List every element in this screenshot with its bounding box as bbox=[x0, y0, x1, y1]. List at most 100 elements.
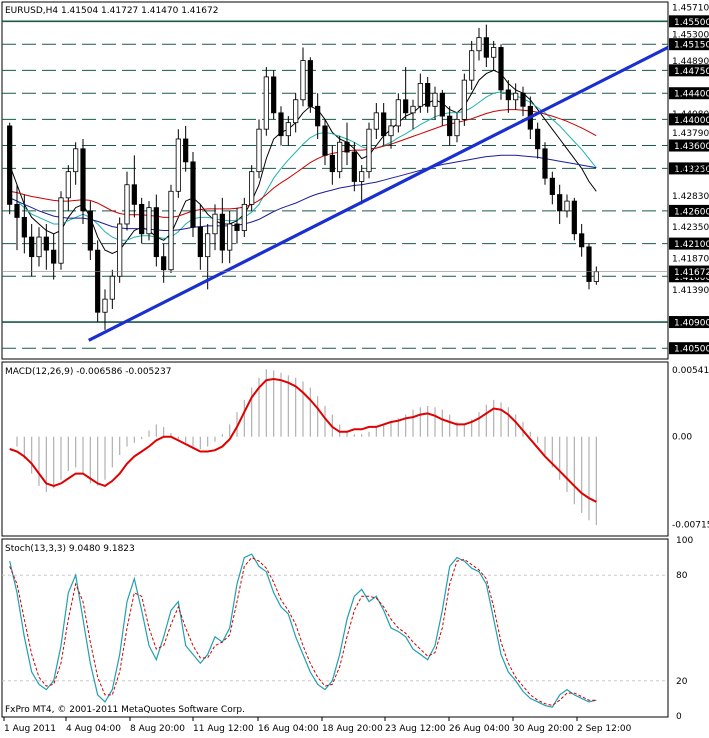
symbol-header: EURUSD,H4 1.41504 1.41727 1.41470 1.4167… bbox=[5, 6, 218, 16]
level-label: 1.42100 bbox=[674, 240, 709, 250]
level-label-bg bbox=[669, 316, 709, 329]
candle bbox=[579, 223, 585, 257]
candle-body bbox=[344, 141, 350, 153]
level-label: 1.45500 bbox=[674, 18, 709, 28]
price-tick-label: 1.42830 bbox=[672, 192, 709, 202]
macd-signal-line bbox=[9, 377, 597, 503]
candle bbox=[454, 112, 460, 143]
candle-body bbox=[381, 112, 387, 137]
candle-body bbox=[139, 203, 145, 235]
candle bbox=[388, 119, 394, 149]
price-tick-label: 1.41390 bbox=[672, 286, 709, 296]
candle-body bbox=[329, 154, 335, 173]
level-label-bg bbox=[669, 87, 709, 100]
candle-body bbox=[403, 99, 409, 114]
candle-body bbox=[520, 92, 526, 107]
candle bbox=[51, 233, 57, 280]
level-label: 1.41600 bbox=[674, 273, 709, 283]
candle bbox=[410, 99, 416, 130]
candle bbox=[117, 217, 123, 283]
candle bbox=[29, 223, 35, 277]
level-label-bg bbox=[669, 204, 709, 217]
candle-body bbox=[161, 256, 167, 271]
level-label: 1.44400 bbox=[674, 90, 709, 100]
candle-body bbox=[212, 213, 218, 235]
candle bbox=[249, 165, 255, 211]
candle-body bbox=[564, 200, 570, 212]
level-label-box: 1.45500 bbox=[669, 15, 709, 28]
current-price-bg bbox=[669, 265, 709, 278]
candle bbox=[425, 76, 431, 113]
candle-body bbox=[593, 271, 599, 282]
candle bbox=[447, 106, 453, 146]
candle bbox=[300, 47, 306, 107]
candle-body bbox=[21, 217, 27, 238]
candle bbox=[227, 210, 233, 264]
candle bbox=[168, 184, 174, 274]
candle bbox=[234, 207, 240, 244]
candle-body bbox=[73, 148, 79, 173]
candle-body bbox=[58, 197, 64, 264]
candle bbox=[241, 197, 247, 238]
candle bbox=[381, 103, 387, 146]
candle-body bbox=[476, 37, 482, 52]
candle bbox=[271, 70, 277, 120]
axis-layer: 1.45710 1.45300 1.44890 1.44080 1.43790 1.432… bbox=[3, 4, 709, 734]
candle bbox=[7, 122, 13, 215]
candle-body bbox=[241, 203, 247, 231]
candle bbox=[513, 83, 519, 110]
candle bbox=[293, 93, 299, 133]
current-price-box: 1.41672 bbox=[669, 265, 709, 278]
stoch-header: Stoch(13,3,3) 9.0480 9.1823 bbox=[5, 544, 135, 554]
candle bbox=[14, 184, 20, 251]
candle bbox=[461, 73, 467, 126]
price-tick-label: 1.42350 bbox=[672, 223, 709, 233]
candle-body bbox=[80, 148, 86, 212]
candle-body bbox=[124, 184, 130, 225]
candle bbox=[476, 27, 482, 61]
level-label-box: 1.40500 bbox=[669, 342, 709, 355]
candle bbox=[80, 138, 86, 224]
candle-body bbox=[469, 50, 475, 81]
candle-body bbox=[168, 190, 174, 271]
candle bbox=[65, 165, 71, 211]
moving-average-line bbox=[9, 91, 597, 241]
candle bbox=[403, 67, 409, 120]
candle bbox=[329, 145, 335, 185]
candle-body bbox=[51, 249, 57, 264]
x-tick-label: 2 Sep 12:00 bbox=[577, 724, 632, 734]
level-label: 1.43600 bbox=[674, 142, 709, 152]
candle-body bbox=[549, 177, 555, 195]
candle bbox=[505, 80, 511, 113]
level-label-box: 1.43600 bbox=[669, 139, 709, 152]
price-tick-label: 1.45710 bbox=[672, 4, 709, 14]
candle-body bbox=[425, 83, 431, 107]
candle bbox=[359, 165, 365, 205]
level-label-bg bbox=[669, 38, 709, 51]
candle-body bbox=[190, 161, 196, 228]
level-label-box: 1.43250 bbox=[669, 162, 709, 175]
candle-body bbox=[227, 223, 233, 251]
level-label-bg bbox=[669, 64, 709, 77]
candle-body bbox=[197, 226, 203, 258]
trendline bbox=[88, 46, 669, 342]
candle bbox=[549, 171, 555, 205]
macd-tick-label: -0.007157 bbox=[672, 521, 709, 531]
level-label: 1.43250 bbox=[674, 165, 709, 175]
x-tick-label: 11 Aug 12:00 bbox=[193, 724, 254, 734]
candle-body bbox=[36, 236, 42, 258]
candle-body bbox=[307, 60, 313, 107]
candle bbox=[146, 201, 152, 241]
candle-body bbox=[102, 298, 108, 313]
candle-body bbox=[117, 223, 123, 277]
candle-body bbox=[131, 184, 137, 205]
candle bbox=[483, 24, 489, 68]
candle bbox=[432, 86, 438, 120]
moving-average-line bbox=[9, 109, 597, 218]
candle bbox=[307, 57, 313, 113]
candle-body bbox=[14, 203, 20, 218]
level-label: 1.45150 bbox=[674, 41, 709, 51]
candle bbox=[351, 142, 357, 192]
candle-body bbox=[461, 79, 467, 120]
